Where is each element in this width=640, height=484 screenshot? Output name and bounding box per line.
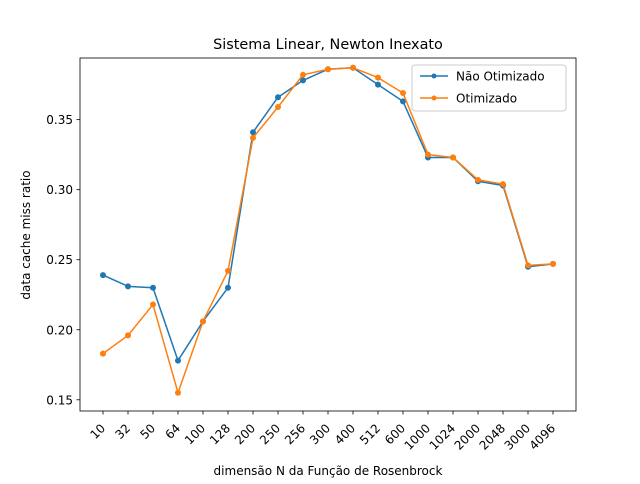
data-point [150,284,156,291]
data-point [300,77,306,84]
data-point [450,154,456,161]
data-point [175,357,181,364]
axes-frame [79,57,577,412]
legend: Não Otimizado Otimizado [411,64,567,112]
data-point [250,129,256,136]
y-tick-label: 0.35 [46,113,73,127]
data-point [300,71,306,78]
data-point [375,74,381,81]
y-tick-label: 0.25 [46,253,73,267]
data-point [100,272,106,279]
data-point [125,283,131,290]
data-point [125,332,131,339]
y-tick-label: 0.30 [46,183,73,197]
chart-title: Sistema Linear, Newton Inexato [213,37,443,53]
y-axis-label: data cache miss ratio [19,170,33,299]
data-point [325,66,331,73]
data-point [250,134,256,141]
data-point [500,181,506,188]
data-point [400,98,406,105]
y-tick-label: 0.15 [46,393,73,407]
data-point [525,262,531,269]
data-point [225,267,231,274]
data-point [225,284,231,291]
data-point [550,260,556,267]
legend-label: Otimizado [456,92,517,106]
legend-box [411,64,567,112]
legend-label: Não Otimizado [456,70,545,84]
data-point [150,301,156,308]
data-point [275,104,281,111]
data-point [375,81,381,88]
data-point [175,389,181,396]
x-axis-label: dimensão N da Função de Rosenbrock [214,464,443,478]
legend-marker [431,95,437,101]
y-tick-label: 0.20 [46,323,73,337]
data-point [475,176,481,183]
data-point [400,90,406,97]
data-point [425,151,431,158]
legend-marker [431,73,437,79]
data-point [200,318,206,325]
data-point [100,350,106,357]
data-point [275,94,281,101]
data-point [350,64,356,71]
